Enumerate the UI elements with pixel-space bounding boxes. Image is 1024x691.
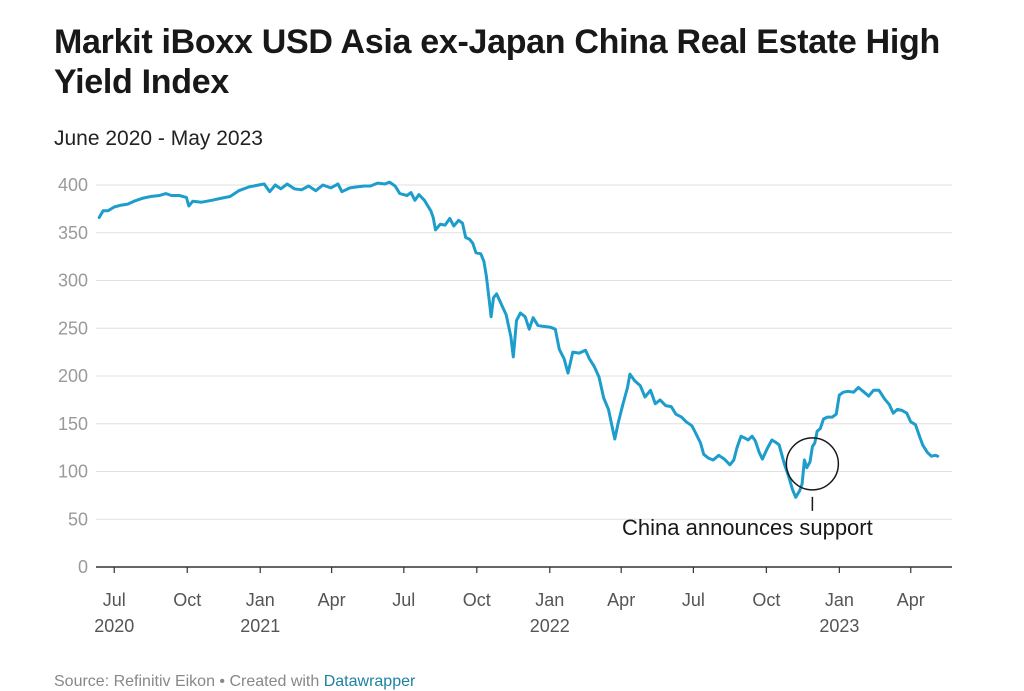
chart-footer: Source: Refinitiv Eikon • Created with D…	[54, 673, 415, 691]
x-tick-year-label: 2021	[240, 616, 280, 636]
x-tick-label: Oct	[173, 590, 201, 610]
x-tick-label: Jan	[246, 590, 275, 610]
x-tick-label: Oct	[752, 590, 780, 610]
x-tick-label: Jan	[535, 590, 564, 610]
x-tick-label: Jul	[103, 590, 126, 610]
annotation-label: China announces support	[622, 515, 873, 540]
y-tick-label: 150	[58, 414, 88, 434]
y-tick-label: 300	[58, 271, 88, 291]
series-line	[97, 180, 940, 499]
x-tick-label: Apr	[607, 590, 635, 610]
annotation: China announces support	[622, 437, 873, 540]
y-tick-label: 400	[58, 175, 88, 195]
gridlines	[96, 184, 952, 568]
y-tick-label: 0	[78, 557, 88, 577]
y-tick-label: 350	[58, 223, 88, 243]
x-tick-year-label: 2022	[530, 616, 570, 636]
datawrapper-link[interactable]: Datawrapper	[323, 673, 416, 690]
x-tick-label: Apr	[897, 590, 925, 610]
y-tick-label: 250	[58, 318, 88, 338]
x-tick-year-label: 2023	[819, 616, 859, 636]
y-axis-ticks: 0 50 100 150 200 250 300 350 400	[58, 175, 88, 577]
chart-subtitle: June 2020 - May 2023	[54, 127, 263, 150]
annotation-circle	[785, 437, 840, 491]
chart-title: Markit iBoxx USD Asia ex-Japan China Rea…	[54, 23, 940, 101]
x-tick-label: Jul	[682, 590, 705, 610]
source-text: Source: Refinitiv Eikon • Created with	[54, 673, 324, 690]
x-tick-year-label: 2020	[94, 616, 134, 636]
y-tick-label: 200	[58, 366, 88, 386]
x-tick-label: Jan	[825, 590, 854, 610]
x-tick-label: Oct	[463, 590, 491, 610]
x-axis-ticks: Jul 2020 Oct Jan 2021 Apr Jul Oct Jan 2022 Apr Jul O…	[94, 567, 925, 636]
x-tick-label: Jul	[392, 590, 415, 610]
y-tick-label: 50	[68, 509, 88, 529]
y-tick-label: 100	[58, 462, 88, 482]
x-tick-label: Apr	[318, 590, 346, 610]
